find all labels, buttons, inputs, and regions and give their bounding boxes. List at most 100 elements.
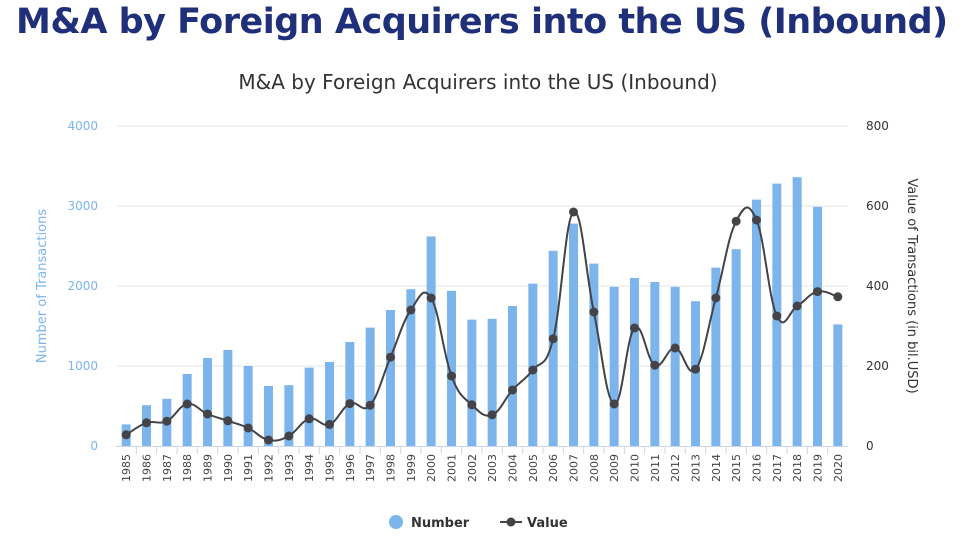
x-tick-label: 1998 — [385, 454, 398, 482]
value-point — [589, 307, 599, 317]
x-tick-label: 1996 — [344, 454, 357, 482]
bar — [752, 199, 761, 446]
value-point — [162, 416, 172, 426]
value-point — [548, 334, 558, 344]
bar — [609, 286, 619, 446]
y-left-tick-label: 0 — [90, 439, 98, 453]
chart-title: M&A by Foreign Acquirers into the US (In… — [238, 70, 717, 94]
bar — [813, 206, 822, 446]
x-tick-label: 1990 — [222, 454, 235, 482]
value-point — [304, 414, 314, 424]
x-tick-label: 1997 — [364, 454, 377, 482]
x-tick-label: 2006 — [547, 454, 560, 482]
y-right-tick-label: 600 — [866, 199, 889, 213]
x-tick-label: 2018 — [791, 454, 804, 482]
bar — [569, 223, 578, 446]
value-point — [365, 400, 375, 410]
value-point — [569, 207, 578, 217]
bar — [365, 327, 375, 446]
value-point — [223, 416, 233, 426]
legend-number-marker — [389, 515, 403, 529]
x-tick-label: 2005 — [527, 454, 540, 482]
bar — [711, 267, 721, 446]
x-tick-label: 2007 — [568, 454, 581, 482]
bar — [345, 342, 355, 446]
value-point — [772, 311, 782, 321]
x-tick-label: 2020 — [832, 454, 845, 482]
value-point — [609, 399, 619, 409]
value-point — [467, 400, 477, 410]
value-point — [731, 216, 741, 226]
bar — [589, 263, 599, 446]
value-point — [650, 360, 660, 370]
value-point — [691, 364, 700, 374]
axes: 0 1000 2000 3000 4000 0 200 400 600 800 1985 1986 19… — [67, 119, 888, 482]
x-tick-label: 2014 — [710, 454, 723, 482]
legend: Number Value — [389, 515, 568, 531]
value-point — [325, 419, 334, 429]
x-tick-label: 2002 — [466, 454, 479, 482]
bar — [426, 236, 436, 446]
y-left-tick-label: 4000 — [67, 119, 98, 133]
y-right-tick-label: 0 — [866, 439, 874, 453]
y-right-tick-label: 800 — [866, 119, 889, 133]
bar — [508, 306, 517, 446]
bar — [406, 289, 416, 446]
value-point — [243, 423, 253, 433]
value-point — [264, 435, 273, 445]
value-point — [528, 365, 538, 375]
x-tick-label: 2019 — [812, 454, 825, 482]
x-tick-label: 2012 — [669, 454, 682, 482]
x-tick-label: 2003 — [486, 454, 499, 482]
x-tick-label: 1989 — [202, 454, 215, 482]
x-tick-label: 2015 — [730, 454, 743, 482]
value-point — [142, 418, 151, 428]
x-tick-label: 1988 — [181, 454, 194, 482]
bar — [528, 283, 538, 446]
bar — [223, 350, 233, 446]
bar — [833, 324, 843, 446]
x-tick-label: 2000 — [425, 454, 438, 482]
x-tick-label: 1986 — [141, 454, 154, 482]
y-left-tick-label: 1000 — [67, 359, 98, 373]
value-point — [833, 292, 843, 302]
x-tick-label: 2009 — [608, 454, 621, 482]
x-tick-label: 1994 — [303, 454, 316, 482]
bar — [670, 286, 680, 446]
bar — [792, 177, 802, 446]
value-point — [630, 323, 639, 333]
bar — [447, 290, 456, 446]
bar — [467, 319, 477, 446]
bar — [182, 374, 192, 446]
x-tick-label: 1992 — [263, 454, 276, 482]
value-point — [345, 399, 355, 409]
y-left-tick-label: 2000 — [67, 279, 98, 293]
x-tick-label: 2016 — [751, 454, 764, 482]
bar — [243, 366, 253, 446]
y-axis-left-title: Number of Transactions — [35, 209, 50, 363]
x-tick-label: 1999 — [405, 454, 418, 482]
legend-value-label: Value — [527, 516, 568, 531]
y-axis-right-title: Value of Transactions (in bil.USD) — [904, 178, 919, 393]
value-point — [447, 371, 456, 381]
bar — [386, 310, 395, 446]
bar — [264, 386, 273, 446]
x-tick-label: 2017 — [771, 454, 784, 482]
value-point — [487, 410, 497, 420]
y-left-tick-label: 3000 — [67, 199, 98, 213]
bar — [284, 385, 294, 446]
x-tick-label: 2004 — [507, 454, 520, 482]
bar — [487, 318, 497, 446]
x-tick-label: 2011 — [649, 454, 662, 482]
value-point — [670, 343, 680, 353]
value-point — [426, 293, 436, 303]
x-tick-label: 1987 — [161, 454, 174, 482]
value-point — [711, 293, 721, 303]
value-line — [125, 206, 839, 442]
bar — [325, 362, 334, 446]
value-point — [752, 215, 761, 225]
x-tick-label: 1991 — [242, 454, 255, 482]
x-tick-label: 2001 — [446, 454, 459, 482]
value-point — [792, 301, 802, 311]
